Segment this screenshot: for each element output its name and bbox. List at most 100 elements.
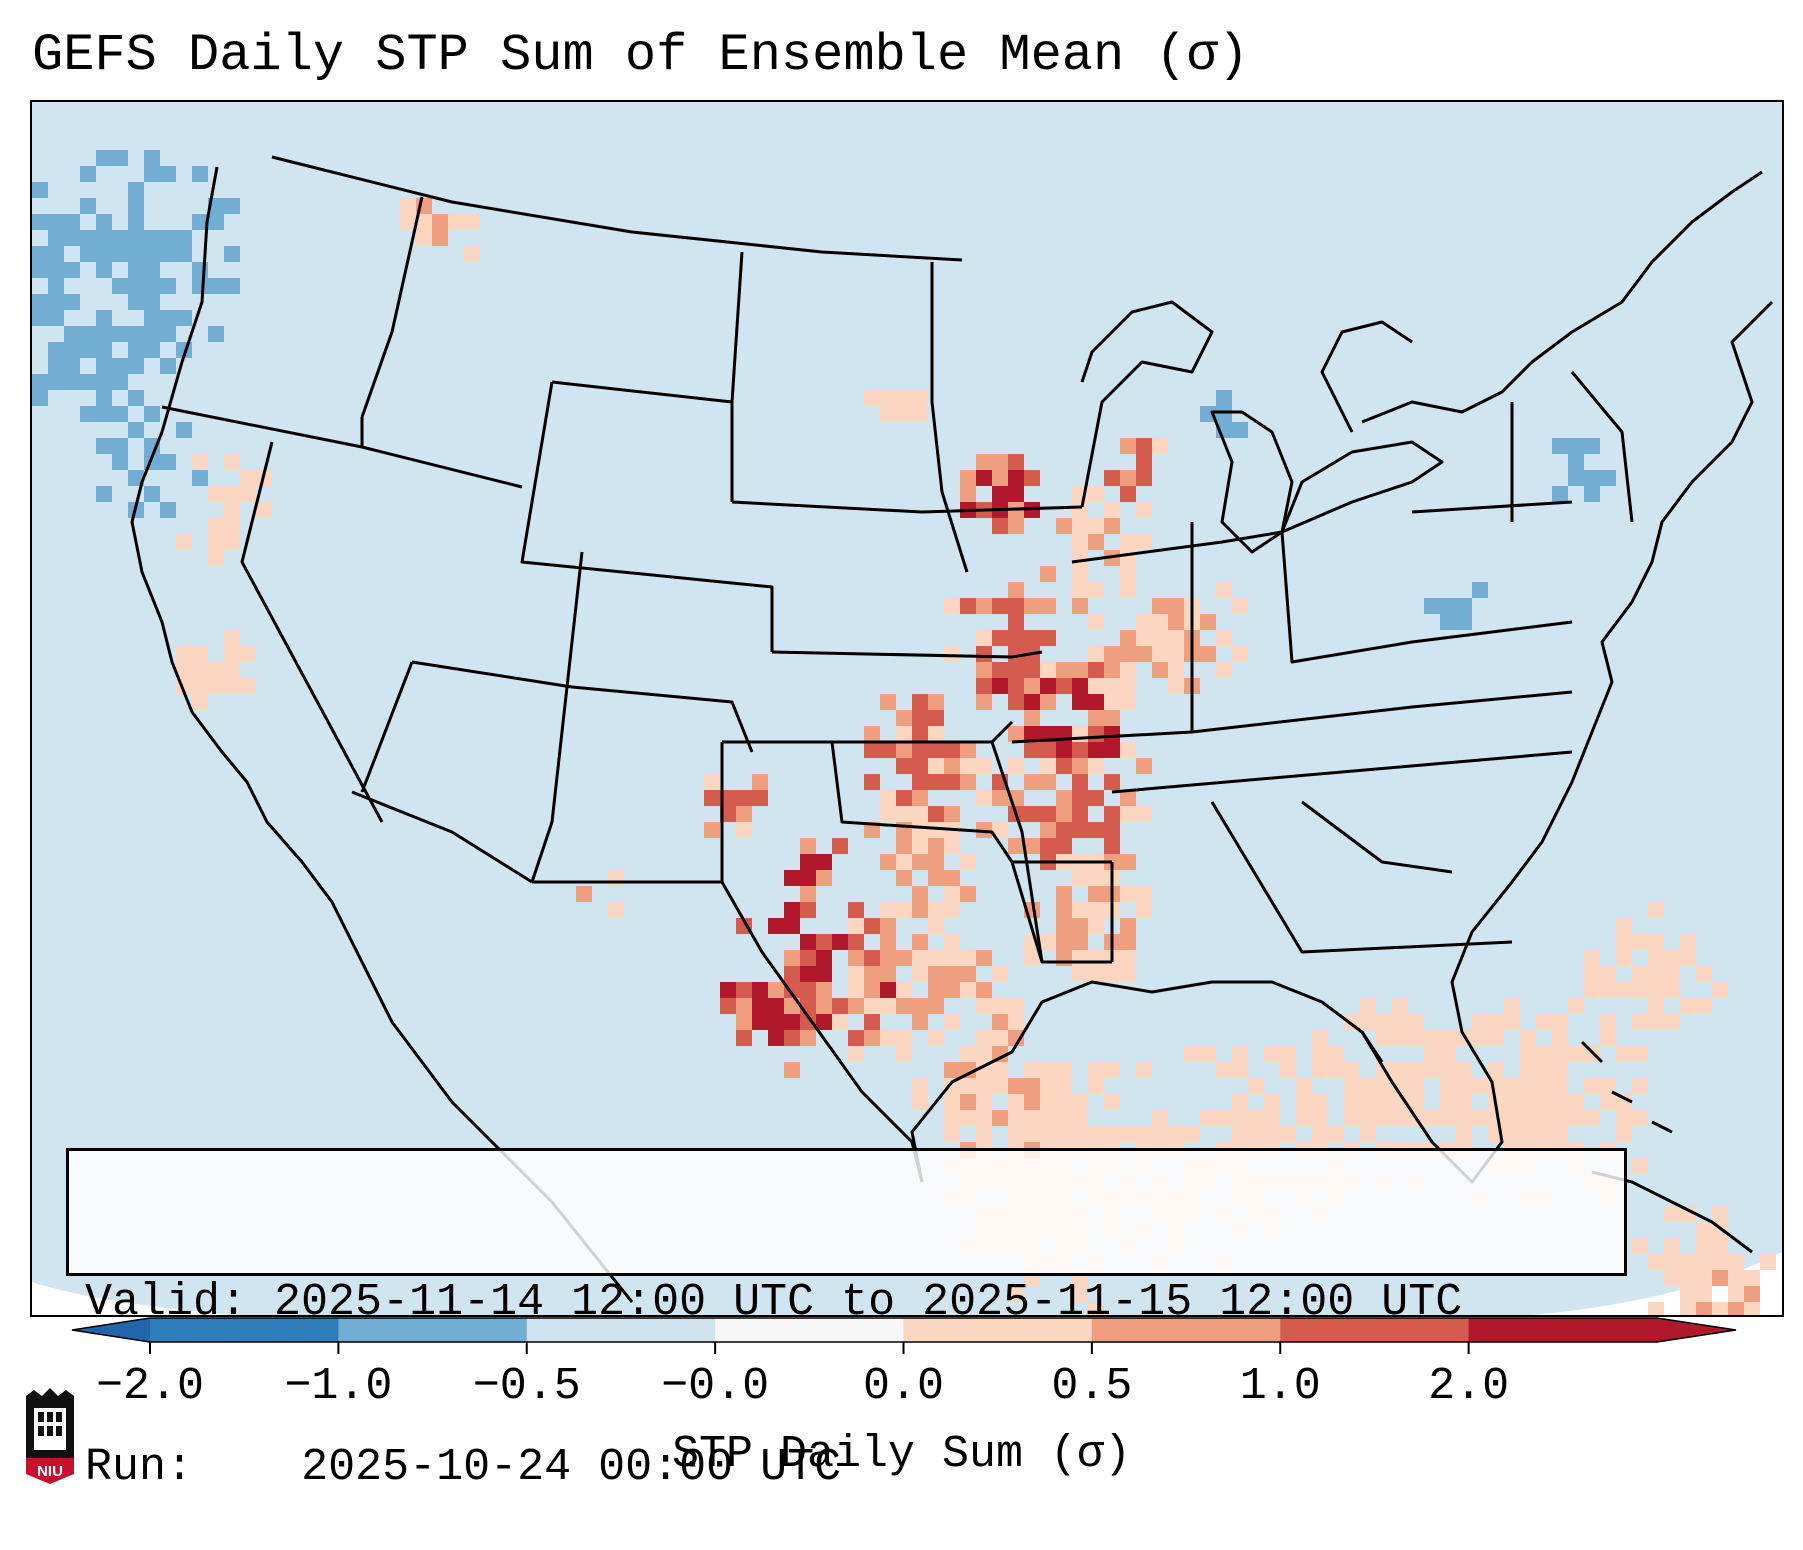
anomaly-cell (944, 982, 960, 998)
anomaly-cell (1056, 1078, 1072, 1094)
anomaly-cell (1088, 822, 1104, 838)
colorbar-tick-label: −2.0 (95, 1361, 205, 1412)
anomaly-cell (1584, 1078, 1600, 1094)
anomaly-cell (1008, 470, 1024, 486)
anomaly-cell (992, 662, 1008, 678)
anomaly-cell (1120, 950, 1136, 966)
anomaly-cell (992, 1110, 1008, 1126)
anomaly-cell (144, 278, 160, 294)
anomaly-cell (1152, 614, 1168, 630)
anomaly-cell (1040, 758, 1056, 774)
anomaly-cell (128, 198, 144, 214)
anomaly-cell (192, 454, 208, 470)
anomaly-cell (1600, 1030, 1616, 1046)
anomaly-cell (1136, 534, 1152, 550)
anomaly-cell (1664, 1238, 1680, 1254)
anomaly-cell (1088, 694, 1104, 710)
anomaly-cell (864, 1030, 880, 1046)
anomaly-cell (1696, 1302, 1712, 1315)
anomaly-cell (864, 742, 880, 758)
anomaly-cell (1200, 1110, 1216, 1126)
anomaly-cell (1536, 1094, 1552, 1110)
anomaly-cell (960, 1078, 976, 1094)
anomaly-cell (1360, 1094, 1376, 1110)
anomaly-cell (1344, 1110, 1360, 1126)
anomaly-cell (1104, 694, 1120, 710)
anomaly-cell (1024, 630, 1040, 646)
anomaly-cell (1632, 1110, 1648, 1126)
anomaly-cell (1056, 822, 1072, 838)
anomaly-cell (1536, 1126, 1552, 1142)
anomaly-cell (1216, 390, 1232, 406)
anomaly-cell (1648, 982, 1664, 998)
anomaly-cell (848, 902, 864, 918)
anomaly-cell (1072, 1126, 1088, 1142)
anomaly-cell (928, 998, 944, 1014)
anomaly-cell (1120, 1126, 1136, 1142)
anomaly-cell (144, 486, 160, 502)
anomaly-cell (1680, 934, 1696, 950)
anomaly-cell (1712, 1254, 1728, 1270)
anomaly-cell (1072, 1110, 1088, 1126)
map-title: GEFS Daily STP Sum of Ensemble Mean (σ) (32, 26, 1249, 85)
anomaly-cell (1232, 598, 1248, 614)
anomaly-cell (1200, 406, 1216, 422)
anomaly-cell (112, 278, 128, 294)
anomaly-cell (1408, 1078, 1424, 1094)
run-row: Run: 2025-10-24 00:00 UTC (85, 1440, 1608, 1495)
anomaly-cell (1552, 438, 1568, 454)
anomaly-cell (1088, 1078, 1104, 1094)
anomaly-cell (208, 326, 224, 342)
anomaly-cell (1072, 790, 1088, 806)
anomaly-cell (1680, 998, 1696, 1014)
anomaly-cell (64, 326, 80, 342)
anomaly-cell (1520, 1110, 1536, 1126)
anomaly-cell (1376, 1030, 1392, 1046)
anomaly-cell (224, 278, 240, 294)
anomaly-cell (1056, 662, 1072, 678)
anomaly-cell (1504, 1126, 1520, 1142)
colorbar-bin (1091, 1318, 1281, 1342)
anomaly-cell (1584, 950, 1600, 966)
anomaly-cell (960, 950, 976, 966)
anomaly-cell (912, 934, 928, 950)
anomaly-cell (704, 790, 720, 806)
anomaly-cell (1696, 1238, 1712, 1254)
anomaly-cell (992, 454, 1008, 470)
anomaly-cell (192, 678, 208, 694)
anomaly-cell (1600, 1014, 1616, 1030)
anomaly-cell (976, 678, 992, 694)
anomaly-cell (1664, 1270, 1680, 1286)
anomaly-cell (1408, 1094, 1424, 1110)
anomaly-cell (1024, 678, 1040, 694)
anomaly-cell (1072, 806, 1088, 822)
anomaly-cell (80, 374, 96, 390)
anomaly-cell (1216, 406, 1232, 422)
anomaly-cell (1024, 694, 1040, 710)
anomaly-cell (128, 182, 144, 198)
svg-text:NIU: NIU (37, 1463, 63, 1480)
anomaly-cell (1120, 486, 1136, 502)
anomaly-cell (1136, 886, 1152, 902)
anomaly-cell (1040, 838, 1056, 854)
anomaly-cell (1120, 470, 1136, 486)
anomaly-cell (1088, 646, 1104, 662)
anomaly-cell (864, 390, 880, 406)
anomaly-cell (128, 342, 144, 358)
map-canvas (32, 102, 1782, 1315)
anomaly-cell (1056, 1094, 1072, 1110)
anomaly-cell (1056, 742, 1072, 758)
map-domain (32, 102, 1782, 1315)
anomaly-cell (1440, 1094, 1456, 1110)
anomaly-cell (160, 358, 176, 374)
anomaly-cell (1040, 566, 1056, 582)
anomaly-cell (1568, 1046, 1584, 1062)
anomaly-cell (1184, 1126, 1200, 1142)
anomaly-cell (1088, 662, 1104, 678)
anomaly-cell (1040, 1110, 1056, 1126)
anomaly-cell (32, 294, 48, 310)
anomaly-cell (1536, 1078, 1552, 1094)
anomaly-cell (1120, 582, 1136, 598)
anomaly-cell (1104, 662, 1120, 678)
anomaly-cell (1232, 1062, 1248, 1078)
